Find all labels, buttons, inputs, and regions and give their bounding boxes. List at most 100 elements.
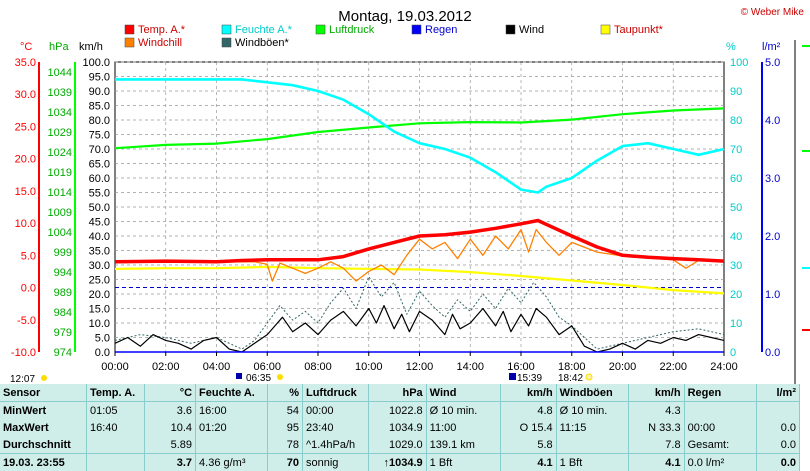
sunset-time: 18:42 bbox=[558, 373, 583, 384]
rain-tick-label: 4.0 bbox=[765, 115, 780, 127]
stats-header: Feuchte A. bbox=[195, 384, 269, 402]
x-tick-label: 04:00 bbox=[203, 361, 231, 373]
stats-cell: 4.36 g/m³ bbox=[195, 453, 269, 471]
rain-tick-label: 2.0 bbox=[765, 231, 780, 243]
stats-cell: Ø 10 min. bbox=[426, 401, 502, 419]
speed-tick-label: 90.0 bbox=[89, 86, 110, 98]
temp-tick-label: 0.0 bbox=[21, 283, 36, 295]
rain-tick-label: 1.0 bbox=[765, 289, 780, 301]
stats-cell: sonnig bbox=[302, 453, 370, 471]
stats-cell: 5.89 bbox=[144, 436, 197, 454]
percent-unit-label: % bbox=[726, 41, 736, 53]
x-tick-label: 14:00 bbox=[456, 361, 484, 373]
percent-tick-label: 70 bbox=[730, 144, 742, 156]
percent-tick-label: 20 bbox=[730, 289, 742, 301]
percent-tick-label: 0 bbox=[730, 347, 736, 359]
x-tick-label: 06:00 bbox=[253, 361, 281, 373]
stats-cell: 70 bbox=[267, 453, 303, 471]
stats-cell: 1034.9 bbox=[368, 419, 427, 436]
x-tick-label: 18:00 bbox=[558, 361, 586, 373]
stats-header: Regen bbox=[684, 384, 757, 402]
percent-tick-label: 100 bbox=[730, 57, 748, 69]
stats-header: Sensor bbox=[0, 384, 87, 402]
speed-tick-label: 40.0 bbox=[89, 231, 110, 243]
row-label: MinWert bbox=[0, 401, 87, 419]
percent-tick-label: 90 bbox=[730, 86, 742, 98]
rain-tick-label: 0.0 bbox=[765, 347, 780, 359]
stats-cell: N 33.3 bbox=[628, 419, 685, 436]
stats-cell: 0.0 l/m² bbox=[684, 453, 757, 471]
speed-tick-label: 45.0 bbox=[89, 217, 110, 229]
x-tick-label: 10:00 bbox=[355, 361, 383, 373]
stats-cell: Ø 10 min. bbox=[556, 401, 630, 419]
stats-cell: ^1.4hPa/h bbox=[302, 436, 370, 454]
x-tick-label: 02:00 bbox=[152, 361, 180, 373]
pressure-tick-label: 1029 bbox=[48, 127, 72, 139]
pressure-tick-label: 1019 bbox=[48, 167, 72, 179]
stats-header: Luftdruck bbox=[302, 384, 370, 402]
stats-header: km/h bbox=[628, 384, 685, 402]
stats-header-row: Sensor Temp. A. °C Feuchte A. % Luftdruc… bbox=[0, 384, 801, 402]
pressure-tick-label: 1004 bbox=[48, 227, 72, 239]
speed-tick-label: 20.0 bbox=[89, 289, 110, 301]
speed-tick-label: 35.0 bbox=[89, 246, 110, 258]
percent-tick-label: 10 bbox=[730, 318, 742, 330]
stats-cell: 4.8 bbox=[500, 401, 557, 419]
stats-table: Sensor Temp. A. °C Feuchte A. % Luftdruc… bbox=[0, 384, 801, 471]
stats-cell: 23:40 bbox=[302, 419, 370, 436]
stats-row-min: MinWert 01:05 3.6 16:00 54 00:00 1022.8 … bbox=[0, 401, 801, 419]
legend-swatch bbox=[315, 24, 326, 35]
series-line-taupunkt bbox=[114, 265, 725, 295]
axis-tick-labels: 35.0 30.0 25.0 20.0 15.0 10.0 5.0 0.0 -5.0 -10.0 1… bbox=[11, 57, 780, 359]
speed-tick-label: 55.0 bbox=[89, 188, 110, 200]
stats-row-max: MaxWert 16:40 10.4 01:20 95 23:40 1034.9… bbox=[0, 419, 801, 436]
x-tick-label: 08:00 bbox=[304, 361, 332, 373]
speed-tick-label: 100.0 bbox=[82, 57, 110, 69]
speed-tick-label: 30.0 bbox=[89, 260, 110, 272]
pressure-tick-label: 1044 bbox=[48, 67, 72, 79]
chart-legend: Temp. A.* Feuchte A.* Luftdruck Regen Wind Ta… bbox=[124, 24, 664, 49]
speed-unit-label: km/h bbox=[79, 41, 103, 53]
legend-swatch bbox=[221, 37, 232, 48]
peak-marker-icon bbox=[509, 373, 516, 380]
speed-tick-label: 70.0 bbox=[89, 144, 110, 156]
stats-cell: 78 bbox=[267, 436, 303, 454]
series-lines bbox=[114, 78, 725, 353]
stats-cell: 16:40 bbox=[86, 419, 145, 436]
percent-tick-label: 40 bbox=[730, 231, 742, 243]
left-time-label: 12:07 bbox=[10, 374, 35, 384]
row-label: 19.03. 23:55 bbox=[0, 453, 87, 471]
stats-row-current: 19.03. 23:55 3.7 4.36 g/m³ 70 sonnig ↑10… bbox=[0, 453, 801, 471]
stats-cell bbox=[684, 401, 757, 419]
speed-tick-label: 10.0 bbox=[89, 318, 110, 330]
rain-tick-label: 3.0 bbox=[765, 173, 780, 185]
stats-header: Wind bbox=[426, 384, 502, 402]
temp-tick-label: -5.0 bbox=[17, 315, 36, 327]
speed-tick-label: 85.0 bbox=[89, 101, 110, 113]
stats-cell bbox=[195, 436, 269, 454]
stats-cell: ↑1034.9 bbox=[368, 453, 427, 471]
stats-cell: 4.1 bbox=[628, 453, 685, 471]
pressure-tick-label: 1039 bbox=[48, 87, 72, 99]
temp-tick-label: 30.0 bbox=[15, 89, 36, 101]
speed-tick-label: 75.0 bbox=[89, 130, 110, 142]
stats-cell: 1 Bft bbox=[556, 453, 630, 471]
percent-tick-label: 80 bbox=[730, 115, 742, 127]
legend-swatch bbox=[124, 24, 135, 35]
percent-tick-label: 50 bbox=[730, 202, 742, 214]
x-tick-label: 16:00 bbox=[507, 361, 535, 373]
pressure-tick-label: 1009 bbox=[48, 207, 72, 219]
stats-cell bbox=[86, 453, 145, 471]
temp-tick-label: -10.0 bbox=[11, 347, 36, 359]
stats-cell: 95 bbox=[267, 419, 303, 436]
legend-swatch bbox=[600, 24, 611, 35]
peak-marker-time: 15:39 bbox=[517, 373, 542, 384]
x-axis: 00:00 02:00 04:00 06:00 08:00 10:00 12:00 14:00… bbox=[101, 352, 738, 373]
x-tick-label: 12:00 bbox=[406, 361, 434, 373]
stats-cell: 0.0 bbox=[756, 436, 801, 454]
x-tick-label: 00:00 bbox=[101, 361, 129, 373]
series-line-windchill bbox=[114, 228, 725, 282]
stats-cell: 3.7 bbox=[144, 453, 197, 471]
legend-swatch bbox=[124, 37, 135, 48]
weather-chart: Montag, 19.03.2012 © Weber Mike Temp. A.… bbox=[10, 7, 810, 384]
